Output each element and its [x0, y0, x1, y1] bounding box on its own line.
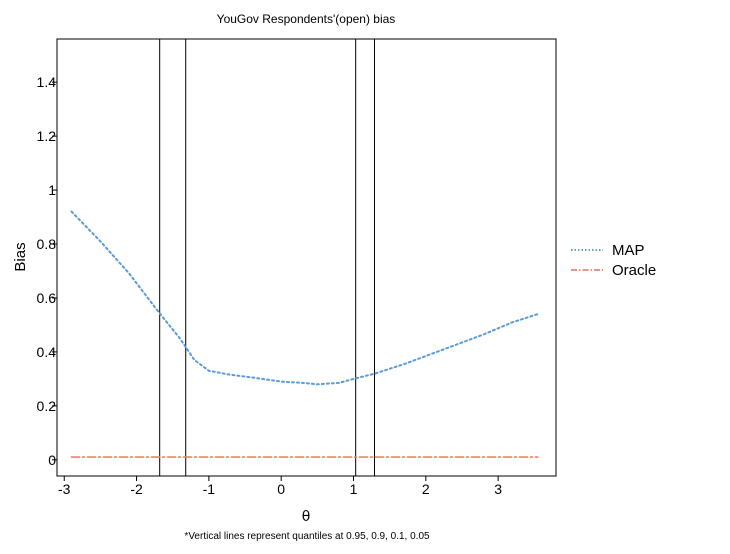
- x-tick-label: 1: [350, 481, 358, 497]
- y-tick-label: 0.6: [37, 290, 57, 306]
- y-tick-label: 0.8: [37, 236, 57, 252]
- y-tick-label: 0.2: [37, 398, 57, 414]
- series-layer: [70, 210, 539, 458]
- x-tick-label: -2: [130, 481, 143, 497]
- y-tick-label: 1.4: [37, 74, 57, 90]
- chart-title: YouGov Respondents'(open) bias: [217, 12, 396, 26]
- legend-item-oracle: Oracle: [570, 260, 656, 280]
- x-tick-label: -1: [203, 481, 216, 497]
- x-axis: -3 -2 -1 0 1 2 3: [58, 476, 502, 497]
- chart-caption: *Vertical lines represent quantiles at 0…: [184, 531, 430, 542]
- x-axis-label: θ: [302, 509, 311, 525]
- x-tick-label: 0: [277, 481, 285, 497]
- x-tick-label: 2: [422, 481, 430, 497]
- legend-item-map: MAP: [570, 240, 656, 260]
- x-tick-label: 3: [494, 481, 502, 497]
- y-tick-label: 0.4: [37, 344, 57, 360]
- y-axis-label: Bias: [12, 242, 29, 271]
- x-tick-label: -3: [58, 481, 71, 497]
- y-tick-label: 1: [48, 182, 56, 198]
- legend-label-oracle: Oracle: [612, 261, 657, 279]
- legend: MAP Oracle: [570, 240, 656, 280]
- legend-swatch-map: [571, 249, 603, 251]
- y-tick-label: 0: [48, 452, 56, 468]
- y-axis: 0 0.2 0.4 0.6 0.8 1 1.2 1.4: [37, 74, 57, 468]
- quantile-lines: [159, 39, 375, 476]
- legend-swatch-oracle: [571, 269, 603, 271]
- legend-label-map: MAP: [612, 241, 645, 259]
- y-tick-label: 1.2: [37, 128, 57, 144]
- series-line-map: [70, 210, 539, 386]
- plot-frame: [56, 38, 557, 477]
